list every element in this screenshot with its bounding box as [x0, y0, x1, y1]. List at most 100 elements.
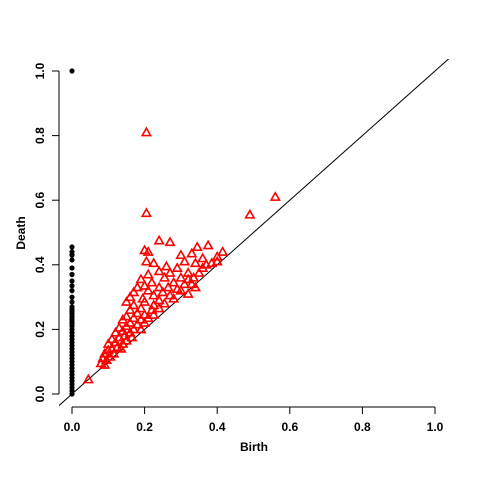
- dim1-point: [189, 281, 201, 292]
- dim1-point: [139, 317, 151, 327]
- dim1-point: [178, 255, 191, 266]
- dim1-point: [178, 278, 191, 289]
- dim1-point: [168, 292, 180, 303]
- dim1-point: [128, 286, 140, 297]
- dim1-point: [171, 262, 183, 272]
- y-tick-label: 0.2: [33, 321, 47, 338]
- dim1-point: [106, 333, 118, 344]
- dim1-point: [158, 297, 171, 308]
- dim1-point: [128, 299, 140, 310]
- dim1-point: [175, 284, 187, 295]
- dim1-point: [200, 258, 212, 269]
- dim1-point: [164, 267, 176, 277]
- dim1-point: [162, 281, 174, 292]
- x-tick-label: 1.0: [427, 420, 444, 434]
- dim1-point: [104, 351, 116, 361]
- x-tick-label: 0.4: [209, 420, 226, 434]
- dim1-point: [115, 342, 127, 353]
- dim1-point: [146, 276, 158, 287]
- dim1-point: [142, 246, 154, 256]
- dim1-point: [158, 271, 171, 282]
- dim1-point: [131, 318, 143, 329]
- dim1-point: [124, 304, 136, 314]
- dim0-point: [69, 391, 75, 397]
- dim1-point: [148, 289, 160, 300]
- dim1-point: [164, 236, 176, 247]
- dim0-point: [69, 271, 75, 278]
- dim1-point: [140, 126, 152, 137]
- dim1-point: [188, 271, 200, 282]
- dim0-point: [69, 252, 75, 258]
- dim1-point: [217, 246, 229, 256]
- y-tick-label: 0.4: [33, 256, 47, 273]
- dim0-point: [69, 68, 75, 74]
- dim1-point: [269, 191, 281, 201]
- dim1-point: [175, 249, 187, 260]
- dim1-point: [120, 320, 133, 331]
- dim1-point: [124, 317, 136, 327]
- x-axis-title: Birth: [240, 440, 268, 454]
- dim1-point: [168, 276, 180, 287]
- dim1-point: [128, 323, 140, 334]
- dim1-point: [124, 291, 136, 302]
- points-layer: [69, 68, 281, 397]
- dim1-point: [148, 309, 160, 319]
- dim1-point: [244, 208, 256, 219]
- plot-area: [59, 59, 450, 407]
- dim1-point: [182, 288, 194, 298]
- x-tick-label: 0.8: [354, 420, 371, 434]
- x-tick-label: 0.0: [64, 420, 81, 434]
- dim0-point: [69, 294, 75, 300]
- dim0-point: [69, 244, 75, 250]
- dim1-point: [153, 234, 165, 245]
- y-tick-label: 0.6: [33, 192, 47, 209]
- dim0-point: [69, 299, 75, 305]
- dim0-point: [69, 265, 75, 271]
- dim1-point: [189, 257, 201, 268]
- dim1-point: [191, 241, 203, 251]
- dim1-point: [120, 334, 133, 345]
- y-axis: 0.0 0.2 0.4 0.6 0.8 1.0: [33, 62, 60, 402]
- dim1-point: [82, 373, 94, 384]
- dim1-point: [120, 310, 133, 321]
- dim1-point: [140, 255, 152, 266]
- dim1-point: [135, 302, 147, 313]
- dim1-point: [164, 289, 176, 300]
- dim1-point: [186, 247, 198, 258]
- dim1-point: [113, 321, 125, 332]
- dim1-point: [153, 302, 165, 313]
- dim1-point: [202, 239, 214, 250]
- x-axis: 0.0 0.2 0.4 0.6 0.8 1.0: [64, 406, 444, 434]
- y-tick-label: 1.0: [33, 62, 47, 79]
- x-tick-label: 0.2: [136, 420, 153, 434]
- y-axis-title: Death: [14, 216, 28, 249]
- dim0-point: [69, 278, 75, 284]
- dim1-point: [109, 326, 122, 337]
- dim1-point: [139, 279, 151, 290]
- dim0-point: [69, 288, 75, 294]
- dim1-point: [135, 273, 147, 284]
- y-tick-label: 0.0: [33, 385, 47, 402]
- dim1-point: [142, 312, 154, 323]
- dim1-point: [142, 268, 154, 279]
- dim1-point: [142, 284, 154, 295]
- dim1-point: [113, 331, 125, 342]
- dim1-point: [135, 313, 147, 324]
- dim1-point: [135, 323, 147, 334]
- dim1-point: [186, 278, 198, 289]
- dim1-point: [211, 250, 223, 261]
- dim1-point: [175, 271, 187, 282]
- dim1-point: [126, 331, 138, 342]
- dim1-point: [120, 296, 133, 306]
- dim1-point: [157, 286, 169, 297]
- dim1-point: [193, 267, 205, 277]
- dim1-point: [139, 296, 151, 306]
- dim1-point: [131, 307, 143, 318]
- y-tick-label: 0.8: [33, 127, 47, 144]
- dim0-point: [69, 283, 75, 289]
- dim1-point: [117, 313, 129, 324]
- dim1-point: [211, 255, 223, 266]
- dim1-point: [108, 347, 120, 358]
- dim1-point: [153, 265, 165, 276]
